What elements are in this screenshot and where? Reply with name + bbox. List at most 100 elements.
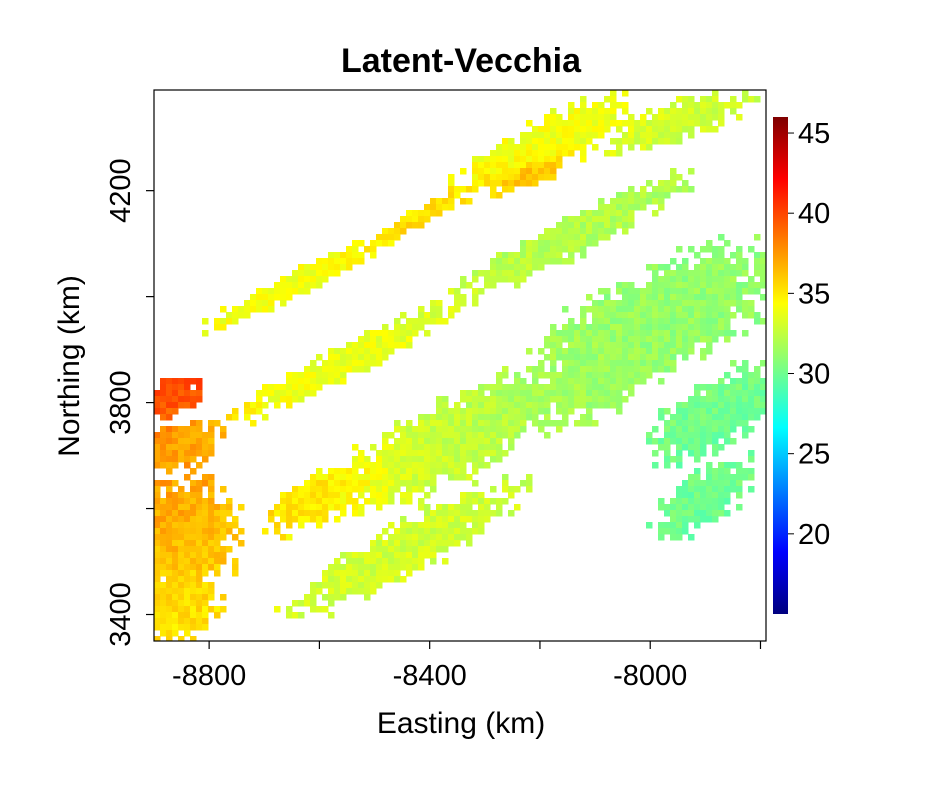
heatmap-cell xyxy=(670,186,677,193)
heatmap-cell xyxy=(472,480,479,487)
heatmap-cell xyxy=(604,360,611,367)
heatmap-cell xyxy=(652,450,659,457)
heatmap-cell xyxy=(760,276,766,283)
heatmap-cell xyxy=(202,450,209,457)
heatmap-cell xyxy=(724,300,731,307)
heatmap-cell xyxy=(304,264,311,271)
heatmap-cell xyxy=(544,162,551,169)
heatmap-cell xyxy=(172,564,179,571)
heatmap-cell xyxy=(466,390,473,397)
heatmap-cell xyxy=(478,444,485,451)
heatmap-cell xyxy=(592,342,599,349)
heatmap-cell xyxy=(682,294,689,301)
heatmap-cell xyxy=(544,240,551,247)
heatmap-cell xyxy=(748,312,755,319)
heatmap-cell xyxy=(706,288,713,295)
heatmap-cell xyxy=(736,504,743,511)
heatmap-cell xyxy=(376,354,383,361)
heatmap-cell xyxy=(712,438,719,445)
heatmap-cell xyxy=(622,228,629,235)
heatmap-cell xyxy=(328,480,335,487)
heatmap-cell xyxy=(328,498,335,505)
heatmap-cell xyxy=(310,270,317,277)
heatmap-cell xyxy=(718,510,725,517)
heatmap-cell xyxy=(166,396,173,403)
heatmap-cell xyxy=(196,492,203,499)
heatmap-cell xyxy=(436,204,443,211)
heatmap-cell xyxy=(352,480,359,487)
heatmap-cell xyxy=(610,210,617,217)
heatmap-cell xyxy=(688,120,695,127)
heatmap-cell xyxy=(178,636,185,641)
heatmap-cell xyxy=(640,294,647,301)
heatmap-cell xyxy=(688,342,695,349)
heatmap-cell xyxy=(448,438,455,445)
heatmap-cell xyxy=(286,390,293,397)
heatmap-cell xyxy=(196,510,203,517)
heatmap-cell xyxy=(358,480,365,487)
heatmap-cell xyxy=(424,330,431,337)
heatmap-cell xyxy=(196,588,203,595)
heatmap-cell xyxy=(274,282,281,289)
heatmap-cell xyxy=(682,264,689,271)
heatmap-cell xyxy=(328,348,335,355)
heatmap-cell xyxy=(484,408,491,415)
heatmap-cell xyxy=(676,276,683,283)
heatmap-cell xyxy=(178,438,185,445)
heatmap-cell xyxy=(448,474,455,481)
heatmap-cell xyxy=(712,270,719,277)
heatmap-cell xyxy=(634,354,641,361)
heatmap-cell xyxy=(262,390,269,397)
heatmap-cell xyxy=(316,366,323,373)
heatmap-cell xyxy=(178,504,185,511)
heatmap-cell xyxy=(706,264,713,271)
heatmap-cell xyxy=(178,588,185,595)
heatmap-cell xyxy=(544,252,551,259)
heatmap-cell xyxy=(412,534,419,541)
heatmap-cell xyxy=(232,516,239,523)
heatmap-cell xyxy=(346,492,353,499)
heatmap-cell xyxy=(652,354,659,361)
heatmap-cell xyxy=(208,492,215,499)
heatmap-cell xyxy=(190,552,197,559)
heatmap-cell xyxy=(718,462,725,469)
heatmap-cell xyxy=(286,498,293,505)
heatmap-cell xyxy=(328,366,335,373)
heatmap-cell xyxy=(502,408,509,415)
heatmap-cell xyxy=(412,546,419,553)
heatmap-cell xyxy=(382,558,389,565)
heatmap-cell xyxy=(406,336,413,343)
heatmap-cell xyxy=(724,312,731,319)
heatmap-cell xyxy=(682,522,689,529)
heatmap-cell xyxy=(628,342,635,349)
heatmap-cell xyxy=(748,426,755,433)
heatmap-cell xyxy=(754,234,761,241)
heatmap-cell xyxy=(520,270,527,277)
heatmap-cell xyxy=(622,372,629,379)
heatmap-cell xyxy=(424,462,431,469)
heatmap-cell xyxy=(724,438,731,445)
heatmap-cell xyxy=(544,120,551,127)
heatmap-cell xyxy=(496,372,503,379)
heatmap-cell xyxy=(394,324,401,331)
heatmap-cell xyxy=(178,402,185,409)
heatmap-cell xyxy=(586,342,593,349)
heatmap-cell xyxy=(646,144,653,151)
heatmap-cell xyxy=(418,498,425,505)
heatmap-cell xyxy=(712,312,719,319)
heatmap-cell xyxy=(712,96,719,103)
heatmap-cell xyxy=(406,210,413,217)
heatmap-cell xyxy=(412,462,419,469)
heatmap-cell xyxy=(286,372,293,379)
heatmap-cell xyxy=(712,492,719,499)
heatmap-cell xyxy=(340,378,347,385)
heatmap-cell xyxy=(562,246,569,253)
heatmap-cell xyxy=(616,378,623,385)
heatmap-cell xyxy=(562,414,569,421)
heatmap-cell xyxy=(508,252,515,259)
heatmap-cell xyxy=(598,132,605,139)
heatmap-cell xyxy=(502,498,509,505)
heatmap-cell xyxy=(598,228,605,235)
heatmap-cell xyxy=(178,612,185,619)
heatmap-cell xyxy=(604,108,611,115)
